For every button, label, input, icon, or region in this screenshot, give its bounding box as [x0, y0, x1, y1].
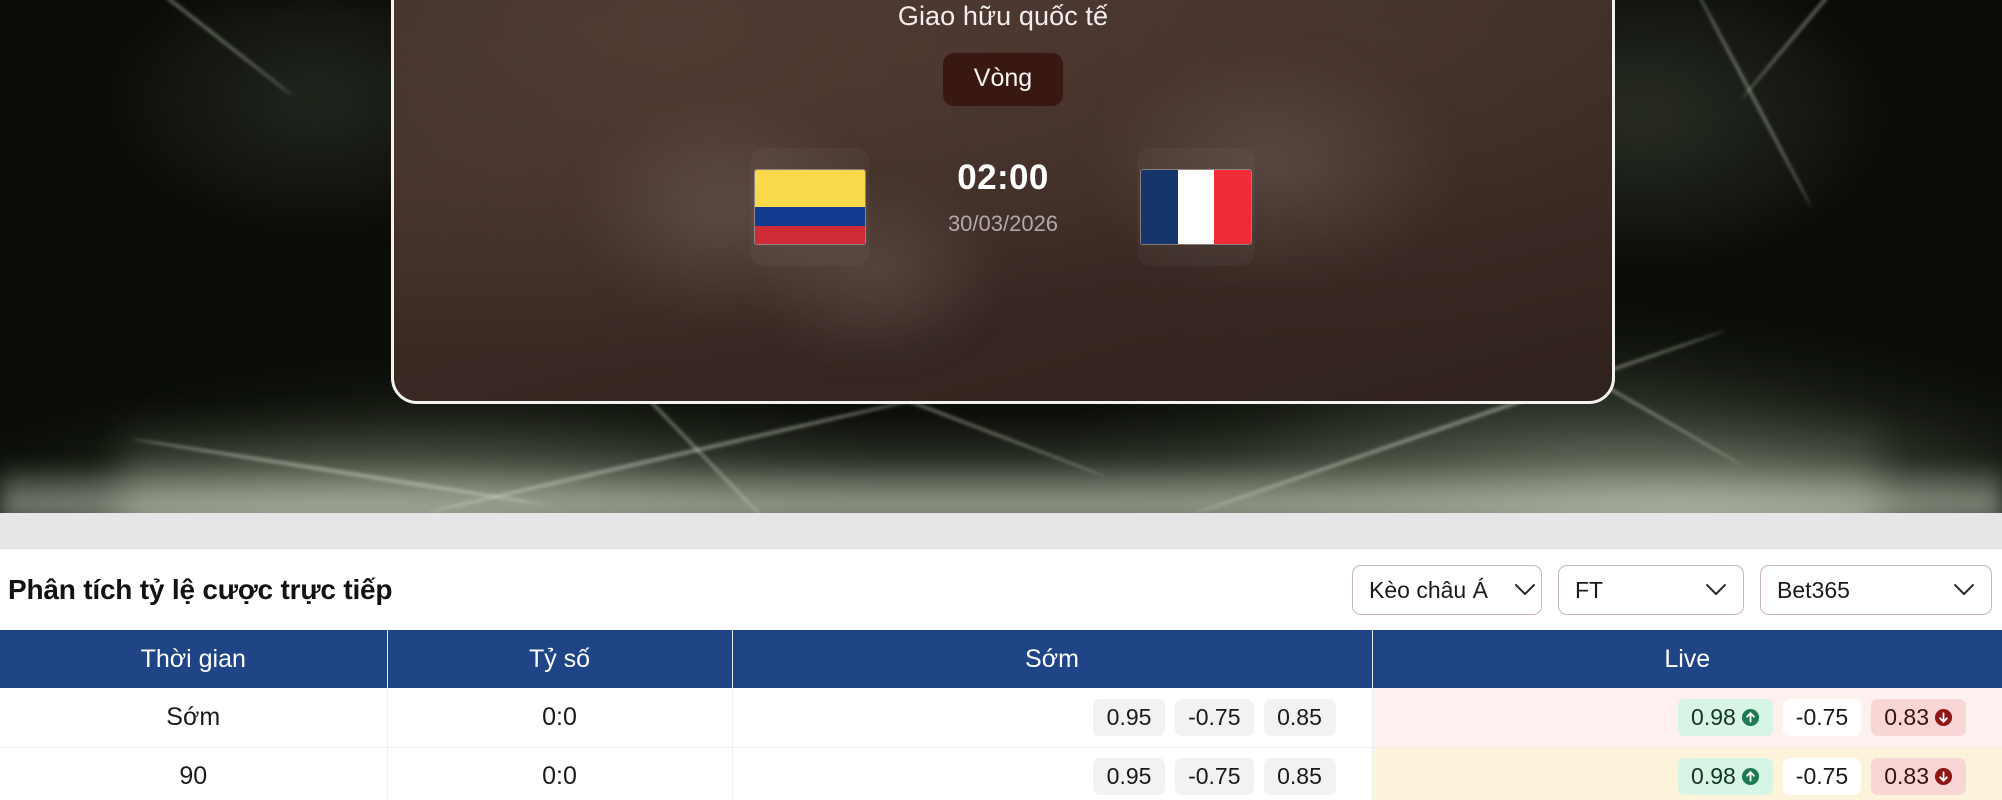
- live-odds-value: 0.83: [1884, 763, 1929, 789]
- early-odds-value: 0.95: [1106, 763, 1152, 789]
- odds-type-select[interactable]: Kèo châu Á: [1352, 565, 1542, 615]
- arrow-down-circle-icon: [1934, 767, 1953, 786]
- smoke-strand: [1739, 0, 1891, 101]
- period-select-value: FT: [1575, 576, 1604, 603]
- live-odds-value: 0.98: [1691, 703, 1736, 730]
- smoke-strand: [86, 0, 294, 97]
- smoke-band-lower: [120, 418, 1880, 513]
- away-team[interactable]: [1137, 148, 1255, 266]
- cell-early-odds: 0.95 -0.75 0.85: [732, 688, 1373, 748]
- live-odds-chip[interactable]: 0.83: [1871, 758, 1966, 795]
- early-odds-group: 0.95 -0.75 0.85: [733, 758, 1372, 795]
- live-odds-chip[interactable]: -0.75: [1782, 758, 1862, 795]
- early-odds-value: 0.85: [1277, 703, 1322, 730]
- smoke-strand: [132, 437, 548, 507]
- early-odds-value: -0.75: [1188, 763, 1241, 789]
- odds-table-body: Sớm 0:0 0.95 -0.75 0.85 0.98 -0.75 0.83 90 0:0 0.9…: [0, 688, 2002, 800]
- page-title: Phân tích tỷ lệ cược trực tiếp: [8, 574, 393, 605]
- column-header-score: Tỷ số: [387, 630, 733, 688]
- live-odds-value: -0.75: [1795, 763, 1849, 789]
- chevron-down-icon: [1927, 583, 1975, 597]
- live-odds-group: 0.98 -0.75 0.83: [1373, 758, 2002, 795]
- live-odds-chip[interactable]: 0.98: [1678, 698, 1773, 736]
- early-odds-chip[interactable]: 0.85: [1263, 698, 1336, 736]
- table-row[interactable]: Sớm 0:0 0.95 -0.75 0.85 0.98 -0.75 0.83: [0, 688, 2002, 748]
- section-separator: [0, 513, 2002, 549]
- cell-score: 0:0: [387, 747, 733, 800]
- round-button-wrap: Vòng: [394, 53, 1612, 106]
- smoke-strand: [1687, 0, 1813, 207]
- odds-table-head: Thời gian Tỷ số Sớm Live: [0, 630, 2002, 688]
- smoke-band-bottom: [0, 470, 2002, 513]
- cell-live-odds: 0.98 -0.75 0.83: [1372, 688, 2002, 748]
- column-header-time: Thời gian: [0, 630, 388, 688]
- league-name: Giao hữu quốc tế: [897, 1, 1109, 31]
- early-odds-chip[interactable]: -0.75: [1175, 698, 1254, 736]
- chevron-down-icon: [1488, 583, 1536, 597]
- cell-live-odds: 0.98 -0.75 0.83: [1372, 747, 2002, 800]
- live-odds-value: 0.83: [1884, 703, 1929, 730]
- live-odds-group: 0.98 -0.75 0.83: [1373, 698, 2002, 736]
- flag-france-icon: [1141, 170, 1251, 244]
- column-header-early: Sớm: [732, 630, 1373, 688]
- cell-time: 90: [0, 747, 388, 800]
- column-header-live: Live: [1372, 630, 2002, 688]
- arrow-up-circle-icon: [1741, 767, 1759, 786]
- early-odds-chip[interactable]: -0.75: [1175, 758, 1254, 795]
- teams-row: 02:00 30/03/2026: [394, 148, 1612, 266]
- early-odds-chip[interactable]: 0.95: [1093, 698, 1166, 736]
- hero-stadium-background: Giao hữu quốc tế Vòng 02:00 30/03/2026: [0, 0, 2002, 513]
- bookmaker-select[interactable]: Bet365: [1760, 565, 1992, 615]
- live-odds-value: -0.75: [1795, 703, 1849, 730]
- kickoff-time: 02:00: [957, 158, 1049, 197]
- cell-time: Sớm: [0, 688, 388, 748]
- round-button[interactable]: Vòng: [942, 53, 1064, 106]
- chevron-down-icon: [1679, 583, 1727, 597]
- kickoff-block: 02:00 30/03/2026: [869, 148, 1137, 235]
- kickoff-date: 30/03/2026: [947, 211, 1059, 236]
- early-odds-value: -0.75: [1188, 703, 1241, 730]
- cell-early-odds: 0.95 -0.75 0.85: [732, 747, 1373, 800]
- live-odds-chip[interactable]: -0.75: [1782, 698, 1862, 736]
- early-odds-value: 0.95: [1106, 703, 1152, 730]
- live-odds-value: 0.98: [1691, 763, 1736, 789]
- smoke-strand: [426, 393, 934, 513]
- filter-selects: Kèo châu Á FT Bet365: [1352, 565, 1992, 615]
- early-odds-value: 0.85: [1277, 763, 1322, 789]
- panel-header: Phân tích tỷ lệ cược trực tiếp Kèo châu …: [0, 550, 2002, 630]
- match-summary-card: Giao hữu quốc tế Vòng 02:00 30/03/2026: [391, 0, 1615, 404]
- table-row[interactable]: 90 0:0 0.95 -0.75 0.85 0.98 -0.75 0.83: [0, 747, 2002, 800]
- early-odds-group: 0.95 -0.75 0.85: [733, 698, 1372, 736]
- arrow-up-circle-icon: [1741, 708, 1759, 726]
- flag-colombia-icon: [755, 170, 865, 244]
- live-odds-chip[interactable]: 0.98: [1678, 758, 1773, 795]
- bookmaker-select-value: Bet365: [1777, 576, 1850, 603]
- table-header-row: Thời gian Tỷ số Sớm Live: [0, 630, 2002, 688]
- odds-type-select-value: Kèo châu Á: [1369, 576, 1488, 603]
- live-odds-chip[interactable]: 0.83: [1871, 698, 1966, 736]
- cell-score: 0:0: [387, 688, 733, 748]
- arrow-down-circle-icon: [1934, 708, 1953, 726]
- early-odds-chip[interactable]: 0.85: [1263, 758, 1336, 795]
- live-odds-analysis-panel: Phân tích tỷ lệ cược trực tiếp Kèo châu …: [0, 550, 2002, 800]
- early-odds-chip[interactable]: 0.95: [1093, 758, 1166, 795]
- odds-table: Thời gian Tỷ số Sớm Live Sớm 0:0 0.95 -0.75…: [0, 630, 2002, 800]
- period-select[interactable]: FT: [1558, 565, 1744, 615]
- home-team[interactable]: [751, 148, 869, 266]
